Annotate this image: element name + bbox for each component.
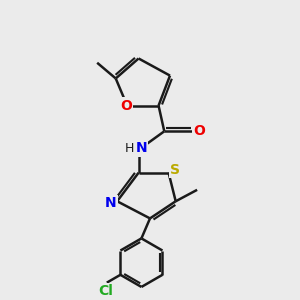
Text: S: S <box>170 163 180 177</box>
Text: N: N <box>136 141 147 155</box>
Text: O: O <box>120 99 132 112</box>
Text: H: H <box>125 142 134 155</box>
Text: N: N <box>105 196 117 210</box>
Text: Cl: Cl <box>98 284 113 298</box>
Text: O: O <box>193 124 205 138</box>
